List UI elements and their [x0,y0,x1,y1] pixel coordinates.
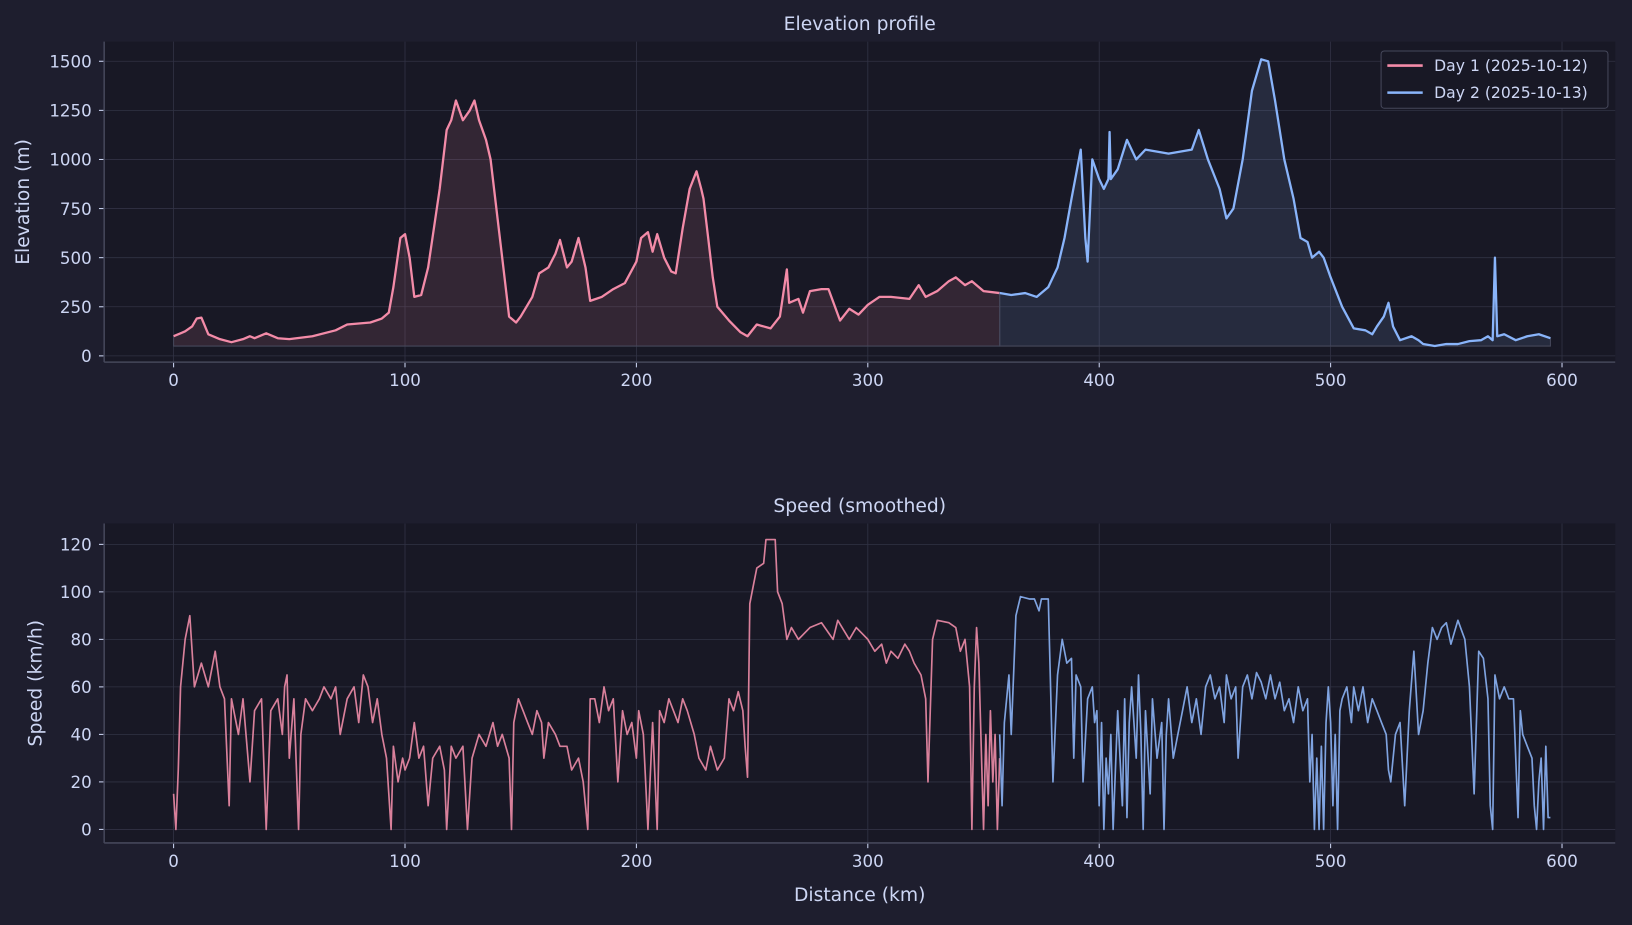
x-tick-label: 300 [852,852,884,871]
x-tick-label: 400 [1083,371,1115,390]
x-tick-label: 600 [1546,852,1578,871]
legend-label-2: Day 2 (2025-10-13) [1434,84,1588,102]
y-tick-label: 60 [71,678,92,697]
series-line-2 [998,595,1551,831]
x-axis-label: Distance (km) [794,885,925,906]
x-tick-label: 0 [168,371,179,390]
y-tick-label: 750 [60,200,92,219]
plot-area [104,523,1616,843]
legend: Day 1 (2025-10-12) Day 2 (2025-10-13) [1380,50,1609,109]
x-tick-label: 600 [1546,371,1578,390]
y-tick-label: 40 [71,726,92,745]
x-tick-label: 200 [621,371,653,390]
y-tick-label: 1250 [49,102,91,121]
y-tick-label: 80 [71,631,92,650]
y-tick-label: 250 [60,298,92,317]
y-tick-label: 500 [60,249,92,268]
series-line-2 [999,58,1551,348]
series-line-1 [172,538,1001,831]
y-tick-label: 20 [71,773,92,792]
x-tick-label: 0 [168,852,179,871]
chart-title: Speed (smoothed) [773,496,946,517]
x-tick-label: 300 [852,371,884,390]
y-tick-label: 1500 [49,53,91,72]
series-line-1 [173,99,1000,344]
y-tick-label: 100 [60,583,92,602]
x-tick-label: 200 [621,852,653,871]
y-tick-label: 120 [60,536,92,555]
speed-axes: 0 100 200 300 400 500 600 0 20 40 60 80 100 120 Speed … [26,496,1616,906]
plot-area [104,41,1616,363]
legend-label-1: Day 1 (2025-10-12) [1434,57,1588,75]
y-axis-label: Speed (km/h) [26,620,47,746]
chart-title: Elevation profile [784,14,936,35]
y-axis-label: Elevation (m) [13,139,34,265]
legend-box [1380,50,1609,109]
y-tick-label: 0 [81,821,92,840]
elevation-axes: 0 100 200 300 400 500 600 0 250 500 750 1000 1250 150… [13,14,1616,390]
x-tick-label: 100 [389,371,421,390]
x-tick-label: 100 [389,852,421,871]
x-tick-label: 400 [1083,852,1115,871]
y-tick-label: 1000 [49,151,91,170]
y-tick-label: 0 [81,347,92,366]
x-tick-label: 500 [1315,371,1347,390]
x-tick-label: 500 [1315,852,1347,871]
